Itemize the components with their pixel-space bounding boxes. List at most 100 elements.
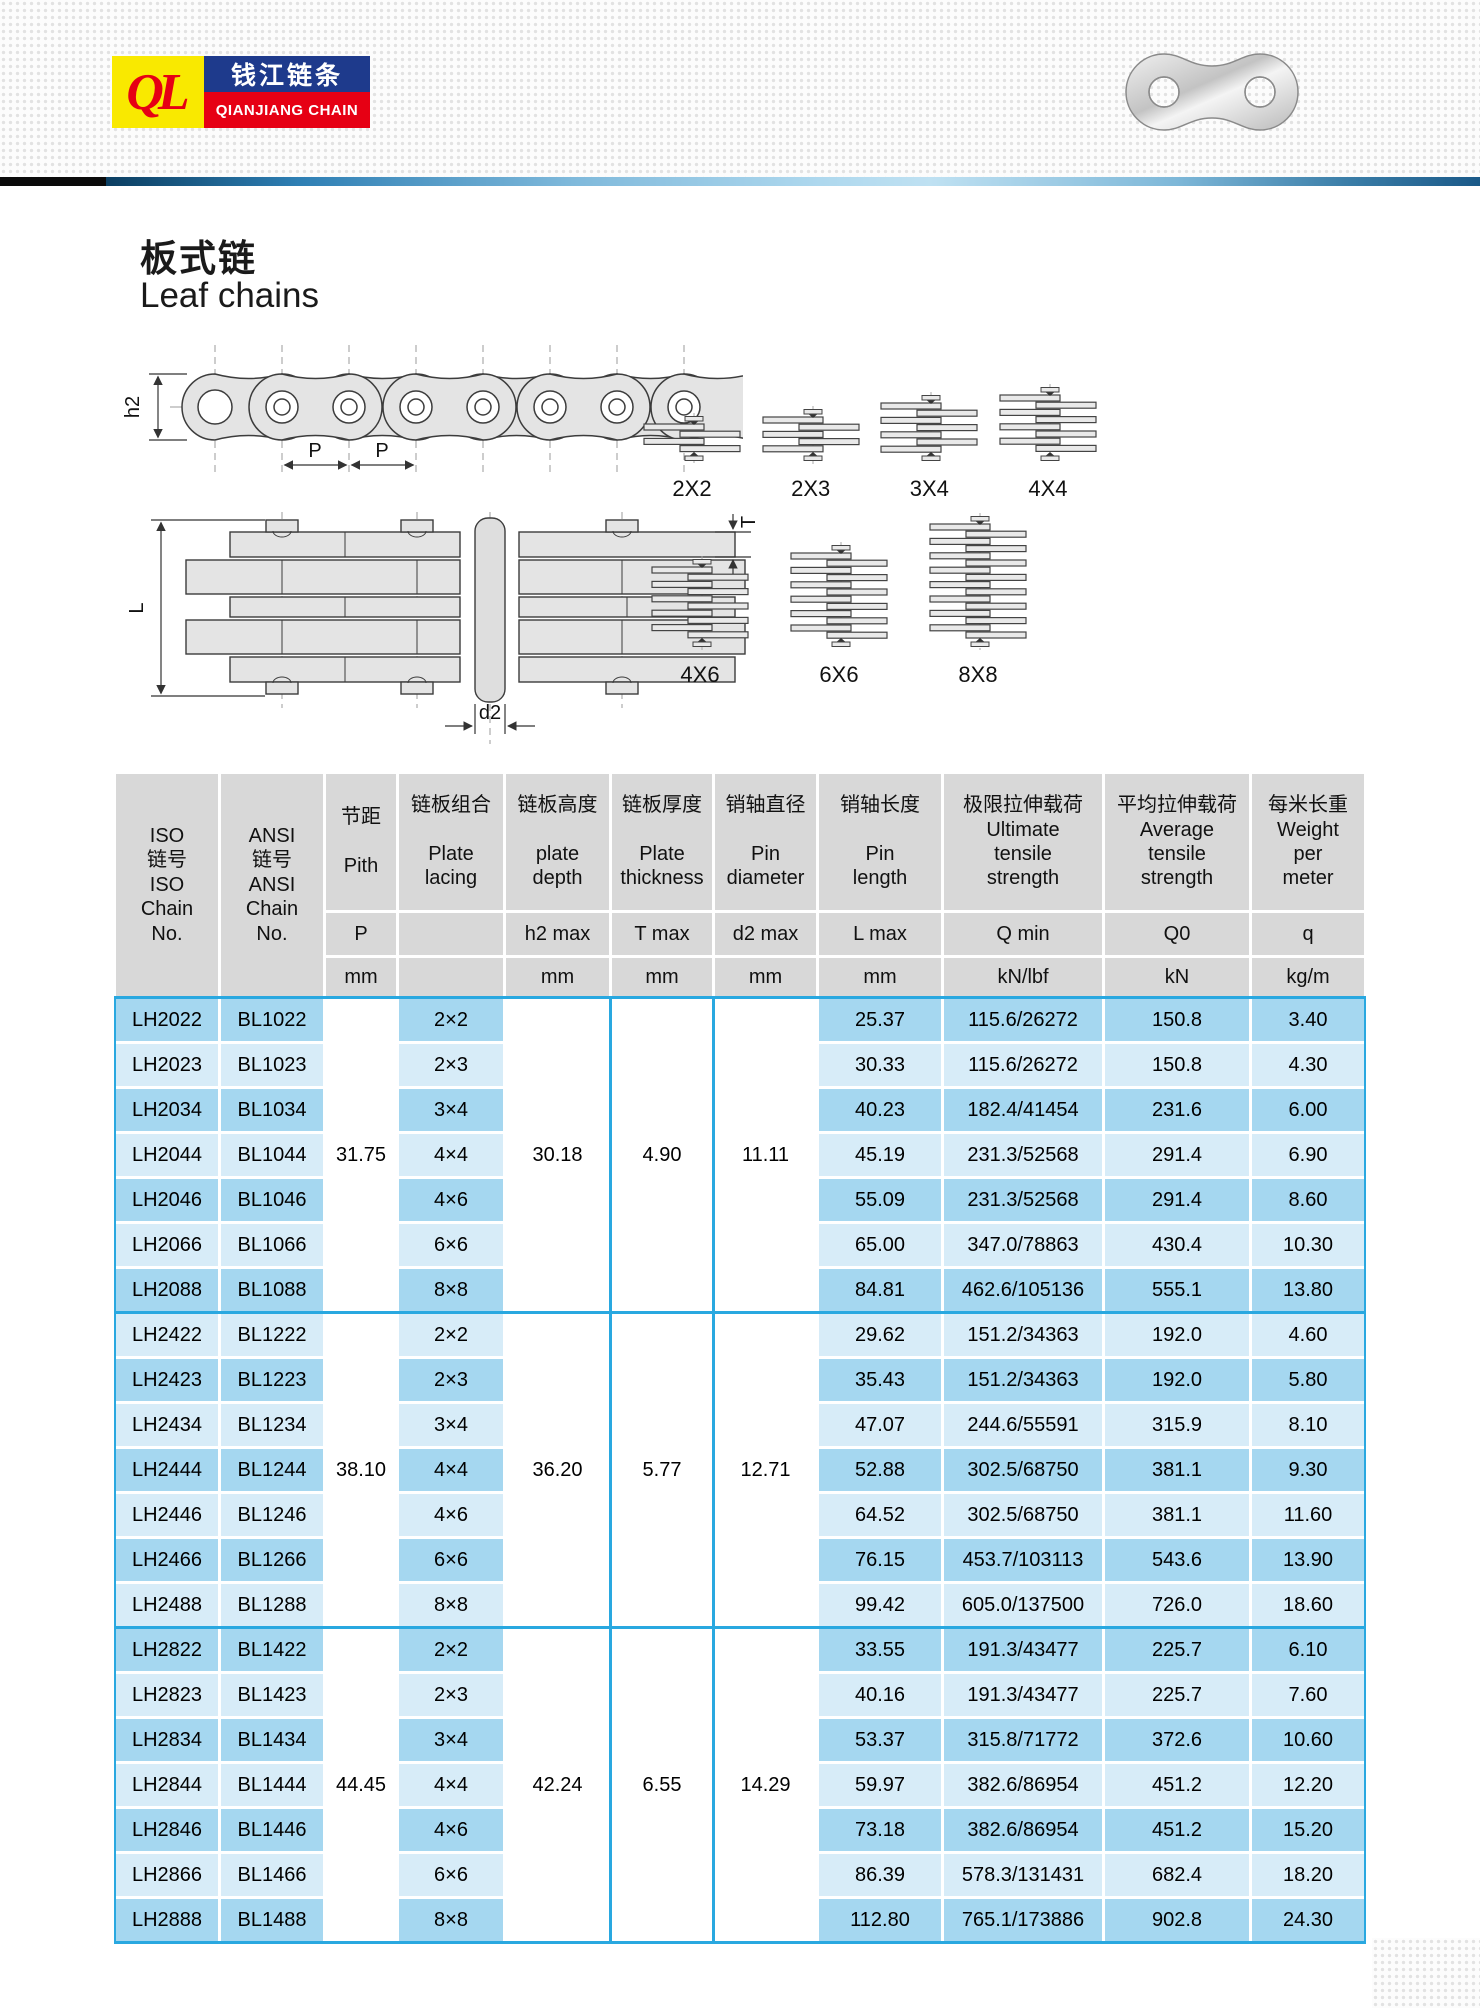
plate-depth-cell: 30.18 (506, 999, 609, 1311)
lacing-cell: 2×3 (399, 1674, 503, 1716)
weight-cell: 18.20 (1252, 1854, 1364, 1896)
pin-length-cell: 84.81 (819, 1269, 941, 1311)
pin-length-cell: 40.16 (819, 1674, 941, 1716)
pin-diameter-cell: 14.29 (715, 1629, 816, 1941)
pin-length-cell: 30.33 (819, 1044, 941, 1086)
average-cell: 372.6 (1105, 1719, 1249, 1761)
average-cell: 150.8 (1105, 999, 1249, 1041)
symbol-average: Q0 (1105, 913, 1249, 955)
lacing-cell: 3×4 (399, 1719, 503, 1761)
lacing-cell: 6×6 (399, 1539, 503, 1581)
pin-length-cell: 55.09 (819, 1179, 941, 1221)
lacing-label: 6X6 (819, 662, 859, 687)
lacing-item: 4X4 (996, 384, 1100, 502)
ultimate-cell: 115.6/26272 (944, 999, 1102, 1041)
lacing-label: 4X6 (680, 662, 720, 687)
ansi-cell: BL1044 (221, 1134, 323, 1176)
iso-cell: LH2434 (116, 1404, 218, 1446)
pin-diameter-cell: 12.71 (715, 1314, 816, 1626)
ultimate-cell: 382.6/86954 (944, 1809, 1102, 1851)
ultimate-cell: 231.3/52568 (944, 1134, 1102, 1176)
ultimate-cell: 462.6/105136 (944, 1269, 1102, 1311)
iso-cell: LH2888 (116, 1899, 218, 1941)
col-header-ultimate: 极限拉伸载荷 Ultimate tensile strength (944, 774, 1102, 910)
unit-average: kN (1105, 958, 1249, 996)
iso-cell: LH2066 (116, 1224, 218, 1266)
iso-cell: LH2488 (116, 1584, 218, 1626)
weight-cell: 13.80 (1252, 1269, 1364, 1311)
average-cell: 381.1 (1105, 1449, 1249, 1491)
side-view-drawing: h2 P P (122, 345, 743, 475)
pin-length-cell: 76.15 (819, 1539, 941, 1581)
ansi-cell: BL1423 (221, 1674, 323, 1716)
ultimate-cell: 182.4/41454 (944, 1089, 1102, 1131)
dim-t-label: T (738, 516, 760, 528)
lacing-cell: 6×6 (399, 1854, 503, 1896)
symbol-ultimate: Q min (944, 913, 1102, 955)
ultimate-cell: 191.3/43477 (944, 1629, 1102, 1671)
lacing-label: 4X4 (1028, 476, 1068, 501)
weight-cell: 18.60 (1252, 1584, 1364, 1626)
iso-cell: LH2044 (116, 1134, 218, 1176)
iso-cell: LH2446 (116, 1494, 218, 1536)
weight-cell: 10.30 (1252, 1224, 1364, 1266)
ansi-cell: BL1434 (221, 1719, 323, 1761)
spec-table: ISO 链号 ISO Chain No. ANSI 链号 ANSI Chain … (114, 774, 1366, 1944)
average-cell: 192.0 (1105, 1359, 1249, 1401)
unit-ultimate: kN/lbf (944, 958, 1102, 996)
plate-depth-cell: 42.24 (506, 1629, 609, 1941)
ansi-cell: BL1223 (221, 1359, 323, 1401)
iso-cell: LH2423 (116, 1359, 218, 1401)
ultimate-cell: 453.7/103113 (944, 1539, 1102, 1581)
ansi-cell: BL1022 (221, 999, 323, 1041)
iso-cell: LH2022 (116, 999, 218, 1041)
ultimate-cell: 765.1/173886 (944, 1899, 1102, 1941)
ultimate-cell: 151.2/34363 (944, 1314, 1102, 1356)
ultimate-cell: 115.6/26272 (944, 1044, 1102, 1086)
lacing-diagram-3x4 (880, 392, 978, 464)
chain-plate-illustration (1125, 53, 1299, 131)
lacing-diagram-4x4 (999, 384, 1097, 464)
ultimate-cell: 231.3/52568 (944, 1179, 1102, 1221)
divider-bar-blue (106, 177, 1480, 186)
t-column-border-right (712, 999, 715, 1941)
col-header-iso: ISO 链号 ISO Chain No. (116, 774, 218, 996)
ultimate-cell: 578.3/131431 (944, 1854, 1102, 1896)
average-cell: 231.6 (1105, 1089, 1249, 1131)
table-header: ISO 链号 ISO Chain No. ANSI 链号 ANSI Chain … (116, 774, 1364, 996)
dim-p-label-2: P (375, 440, 388, 462)
weight-cell: 6.00 (1252, 1089, 1364, 1131)
col-header-plate-thickness: 链板厚度 Plate thickness (612, 774, 712, 910)
average-cell: 225.7 (1105, 1674, 1249, 1716)
weight-cell: 4.30 (1252, 1044, 1364, 1086)
pin-length-cell: 86.39 (819, 1854, 941, 1896)
symbol-plate-thickness: T max (612, 913, 712, 955)
iso-cell: LH2846 (116, 1809, 218, 1851)
col-header-lacing: 链板组合 Plate lacing (399, 774, 503, 910)
ansi-cell: BL1222 (221, 1314, 323, 1356)
lacing-item: 4X6 (648, 556, 752, 688)
ansi-cell: BL1444 (221, 1764, 323, 1806)
weight-cell: 24.30 (1252, 1899, 1364, 1941)
weight-cell: 8.10 (1252, 1404, 1364, 1446)
lacing-label: 8X8 (958, 662, 998, 687)
pin-length-cell: 25.37 (819, 999, 941, 1041)
unit-plate-thickness: mm (612, 958, 712, 996)
lacing-cell: 8×8 (399, 1899, 503, 1941)
plate-thickness-cell: 5.77 (612, 1314, 712, 1626)
weight-cell: 13.90 (1252, 1539, 1364, 1581)
iso-cell: LH2046 (116, 1179, 218, 1221)
average-cell: 543.6 (1105, 1539, 1249, 1581)
ansi-cell: BL1034 (221, 1089, 323, 1131)
lacing-cell: 6×6 (399, 1224, 503, 1266)
pin-length-cell: 33.55 (819, 1629, 941, 1671)
pin-length-cell: 52.88 (819, 1449, 941, 1491)
weight-cell: 12.20 (1252, 1764, 1364, 1806)
ansi-cell: BL1288 (221, 1584, 323, 1626)
average-cell: 192.0 (1105, 1314, 1249, 1356)
lacing-row-2: 4X6 6X6 8X8 (648, 513, 1030, 688)
logo-mark: QL (112, 56, 204, 128)
ansi-cell: BL1488 (221, 1899, 323, 1941)
average-cell: 430.4 (1105, 1224, 1249, 1266)
weight-cell: 7.60 (1252, 1674, 1364, 1716)
